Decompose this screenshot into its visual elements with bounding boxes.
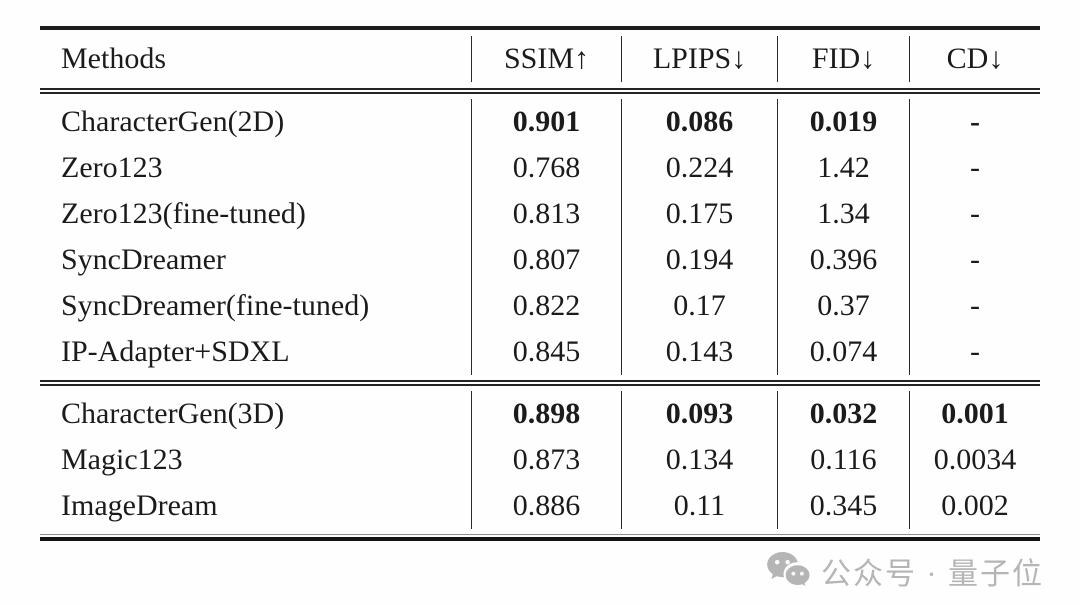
metric-cell: 0.807 (471, 237, 621, 283)
metric-cell: 0.898 (512, 397, 581, 430)
table-block-2d: CharacterGen(2D) 0.901 0.086 0.019 - Zer… (40, 94, 1040, 380)
metric-cell: 0.17 (621, 283, 777, 329)
col-header-methods: Methods (61, 42, 166, 75)
metric-cell: 0.768 (471, 145, 621, 191)
metric-cell: 0.019 (809, 105, 878, 138)
table-bottom-rule (40, 534, 1040, 541)
metric-cell: - (909, 145, 1040, 191)
col-header-ssim: SSIM↑ (471, 36, 621, 82)
watermark: 公众号 · 量子位 (766, 548, 1044, 594)
metric-cell: 0.396 (777, 237, 909, 283)
method-cell: CharacterGen(2D) (61, 105, 285, 138)
metric-cell: 0.873 (471, 437, 621, 483)
metric-cell: 0.224 (621, 145, 777, 191)
metric-cell: 0.093 (665, 397, 734, 430)
watermark-text: 公众号 · 量子位 (821, 558, 1044, 591)
method-cell: Magic123 (61, 443, 183, 476)
method-cell: Zero123 (61, 151, 163, 184)
metric-cell: 0.11 (621, 483, 777, 529)
col-header-lpips: LPIPS↓ (621, 36, 777, 82)
block-separator-rule (40, 380, 1040, 386)
metric-cell: 0.116 (777, 437, 909, 483)
table-block-3d: CharacterGen(3D) 0.898 0.093 0.032 0.001… (40, 386, 1040, 534)
metric-cell: - (909, 191, 1040, 237)
col-header-cd: CD↓ (909, 36, 1040, 82)
metric-cell: 1.42 (777, 145, 909, 191)
metric-cell: 0.845 (471, 329, 621, 375)
metric-cell: 0.002 (909, 483, 1040, 529)
metric-cell: 0.0034 (909, 437, 1040, 483)
metrics-table: Methods SSIM↑ LPIPS↓ FID↓ CD↓ CharacterG… (40, 26, 1040, 541)
metric-cell: 0.175 (621, 191, 777, 237)
metric-cell: 0.194 (621, 237, 777, 283)
table-top-rule (40, 26, 1040, 30)
metric-cell: 0.143 (621, 329, 777, 375)
wechat-icon (766, 551, 812, 592)
metric-cell: 0.032 (809, 397, 878, 430)
metric-cell: 0.886 (471, 483, 621, 529)
metric-cell: 0.086 (665, 105, 734, 138)
metric-cell: - (909, 329, 1040, 375)
metric-cell: 1.34 (777, 191, 909, 237)
metric-cell: 0.345 (777, 483, 909, 529)
method-cell: SyncDreamer(fine-tuned) (61, 289, 370, 322)
method-cell: SyncDreamer (61, 243, 226, 276)
table-header-row: Methods SSIM↑ LPIPS↓ FID↓ CD↓ (40, 30, 1040, 88)
metric-cell: 0.074 (777, 329, 909, 375)
method-cell: Zero123(fine-tuned) (61, 197, 306, 230)
method-cell: CharacterGen(3D) (61, 397, 285, 430)
metric-cell: 0.813 (471, 191, 621, 237)
metric-cell: 0.822 (471, 283, 621, 329)
metric-cell: - (909, 237, 1040, 283)
metric-cell: 0.001 (941, 397, 1009, 430)
metric-cell: - (909, 283, 1040, 329)
method-cell: IP-Adapter+SDXL (61, 335, 290, 368)
method-cell: ImageDream (61, 489, 218, 522)
metric-cell: - (970, 105, 980, 138)
metric-cell: 0.134 (621, 437, 777, 483)
metric-cell: 0.37 (777, 283, 909, 329)
metric-cell: 0.901 (512, 105, 581, 138)
col-header-fid: FID↓ (777, 36, 909, 82)
header-separator-rule (40, 88, 1040, 94)
